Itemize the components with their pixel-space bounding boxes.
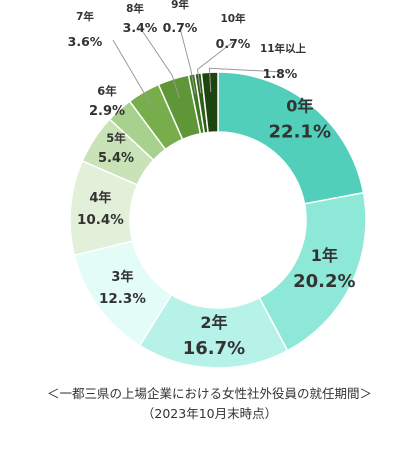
leader-line-9	[179, 27, 196, 95]
slice-value-label-3: 12.3%	[99, 291, 146, 307]
data-labels: 0年 22.1% 1年 20.2% 2年 16.7% 3年 12.3% 4年 10.4% 5年 5.4…	[68, 0, 356, 359]
slice-value-label-5: 5.4%	[98, 151, 134, 166]
slice-value-label-4: 10.4%	[77, 212, 124, 228]
slice-category-label-4: 4年	[89, 190, 111, 206]
slice-category-label-2: 2年	[200, 313, 227, 332]
donut-slice-0	[217, 71, 365, 205]
slice-value-label-9: 0.7%	[163, 20, 198, 35]
leader-line-10	[197, 41, 234, 94]
slice-value-label-11: 1.8%	[263, 66, 298, 81]
leader-line-7	[112, 39, 155, 110]
slice-value-label-10: 0.7%	[216, 36, 251, 51]
slice-value-label-0: 22.1%	[269, 122, 331, 143]
slice-category-label-3: 3年	[111, 269, 133, 285]
slice-value-label-8: 3.4%	[123, 20, 158, 35]
slice-category-label-1: 1年	[311, 246, 338, 265]
slice-category-label-7: 7年	[76, 10, 94, 23]
donut-slices	[69, 71, 367, 369]
slice-category-label-11: 11年以上	[260, 42, 307, 55]
donut-slice-11	[200, 71, 219, 134]
slice-value-label-7: 3.6%	[68, 34, 103, 49]
chart-subtitle: （2023年10月末時点）	[141, 406, 278, 421]
chart-title: ＜一都三県の上場企業における女性社外役員の就任期間＞	[46, 386, 372, 401]
slice-value-label-1: 20.2%	[293, 271, 355, 292]
slice-category-label-8: 8年	[126, 2, 144, 15]
slice-category-label-10: 10年	[220, 12, 246, 25]
leader-line-8	[142, 31, 180, 99]
leader-lines	[112, 27, 284, 110]
slice-category-label-6: 6年	[97, 84, 117, 98]
slice-value-label-6: 2.9%	[89, 104, 125, 119]
leader-line-11	[208, 67, 284, 93]
slice-category-label-5: 5年	[106, 131, 126, 145]
slice-value-label-2: 16.7%	[183, 338, 245, 359]
slice-category-label-9: 9年	[171, 0, 189, 11]
slice-category-label-0: 0年	[286, 97, 313, 116]
